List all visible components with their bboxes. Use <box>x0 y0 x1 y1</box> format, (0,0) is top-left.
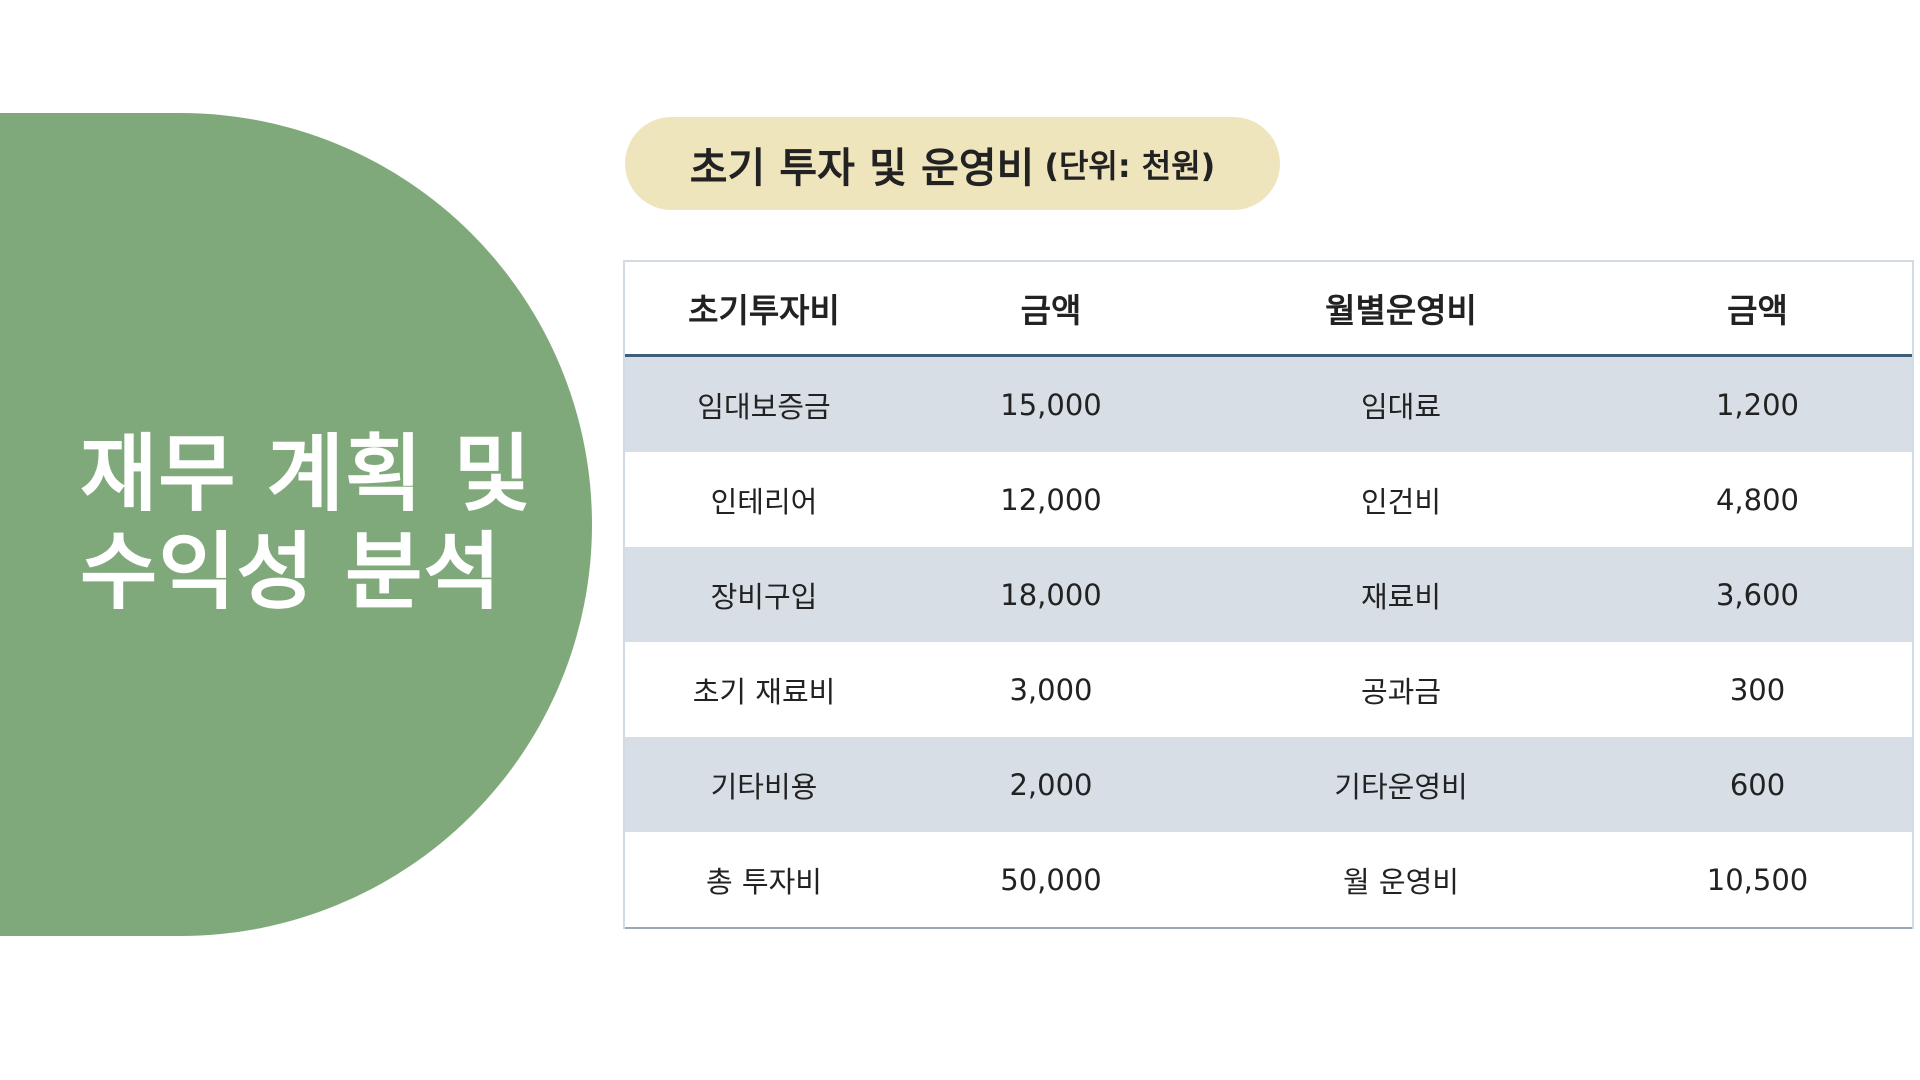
monthly-cost-total-label: 월 운영비 <box>1199 832 1603 929</box>
monthly-cost-amount: 3,600 <box>1603 547 1912 642</box>
header-monthly-amount: 금액 <box>1603 262 1912 357</box>
initial-cost-item: 초기 재료비 <box>692 674 836 709</box>
table-header-row: 초기투자비 금액 월별운영비 금액 <box>625 262 1912 357</box>
initial-cost-amount: 12,000 <box>1000 482 1102 517</box>
section-label: 초기 투자 및 운영비 (단위: 천원) <box>625 117 1280 210</box>
section-label-unit: (단위: 천원) <box>1044 146 1216 185</box>
monthly-cost-item: 공과금 <box>1360 674 1442 709</box>
initial-cost-amount: 2,000 <box>903 737 1199 832</box>
slide-title: 재무 계획 및 수익성 분석 <box>80 425 532 621</box>
cost-table-container: 초기투자비 금액 월별운영비 금액 임대보증금 15,000 임대료 1,200… <box>623 260 1914 929</box>
table-row: 인테리어 12,000 인건비 4,800 <box>625 452 1912 547</box>
initial-cost-total-label: 총 투자비 <box>625 832 903 929</box>
initial-cost-item: 임대보증금 <box>625 355 903 452</box>
cost-table: 초기투자비 금액 월별운영비 금액 임대보증금 15,000 임대료 1,200… <box>625 262 1912 929</box>
header-initial-cost: 초기투자비 <box>625 262 903 357</box>
initial-cost-amount: 15,000 <box>903 355 1199 452</box>
monthly-cost-item: 재료비 <box>1199 547 1603 642</box>
initial-cost-amount: 18,000 <box>903 547 1199 642</box>
table-row: 임대보증금 15,000 임대료 1,200 <box>625 355 1912 452</box>
monthly-cost-amount: 4,800 <box>1715 482 1800 517</box>
monthly-cost-item: 임대료 <box>1199 355 1603 452</box>
header-initial-amount: 금액 <box>903 262 1199 357</box>
monthly-cost-item: 기타운영비 <box>1199 737 1603 832</box>
initial-cost-amount: 3,000 <box>1009 672 1093 707</box>
monthly-cost-item: 인건비 <box>1360 484 1442 519</box>
table-row: 초기 재료비 3,000 공과금 300 <box>625 642 1912 737</box>
initial-cost-item: 장비구입 <box>625 547 903 642</box>
header-monthly-cost: 월별운영비 <box>1199 262 1603 357</box>
monthly-cost-amount: 1,200 <box>1603 355 1912 452</box>
initial-cost-item: 인테리어 <box>710 484 818 519</box>
table-row-total: 총 투자비 50,000 월 운영비 10,500 <box>625 832 1912 929</box>
monthly-cost-amount: 300 <box>1729 672 1786 707</box>
section-label-text: 초기 투자 및 운영비 <box>689 143 1035 192</box>
table-row: 기타비용 2,000 기타운영비 600 <box>625 737 1912 832</box>
monthly-cost-amount: 600 <box>1603 737 1912 832</box>
initial-cost-total-amount: 50,000 <box>903 832 1199 929</box>
table-row: 장비구입 18,000 재료비 3,600 <box>625 547 1912 642</box>
monthly-cost-total-amount: 10,500 <box>1603 832 1912 929</box>
initial-cost-item: 기타비용 <box>625 737 903 832</box>
